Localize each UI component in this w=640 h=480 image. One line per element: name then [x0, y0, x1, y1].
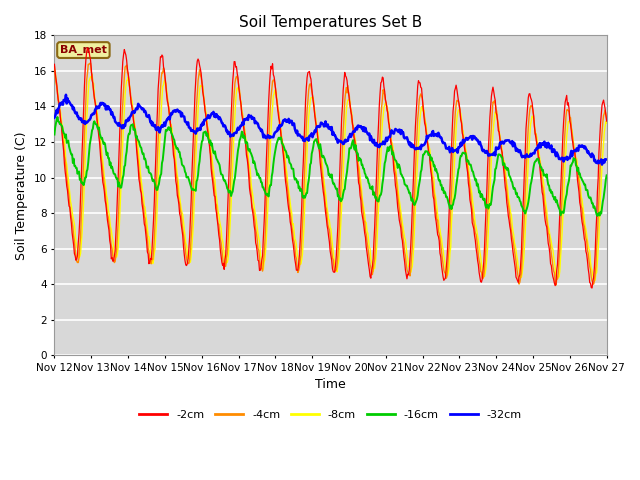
Text: BA_met: BA_met	[60, 45, 107, 55]
Title: Soil Temperatures Set B: Soil Temperatures Set B	[239, 15, 422, 30]
X-axis label: Time: Time	[315, 378, 346, 391]
Y-axis label: Soil Temperature (C): Soil Temperature (C)	[15, 131, 28, 260]
Legend: -2cm, -4cm, -8cm, -16cm, -32cm: -2cm, -4cm, -8cm, -16cm, -32cm	[135, 406, 526, 424]
